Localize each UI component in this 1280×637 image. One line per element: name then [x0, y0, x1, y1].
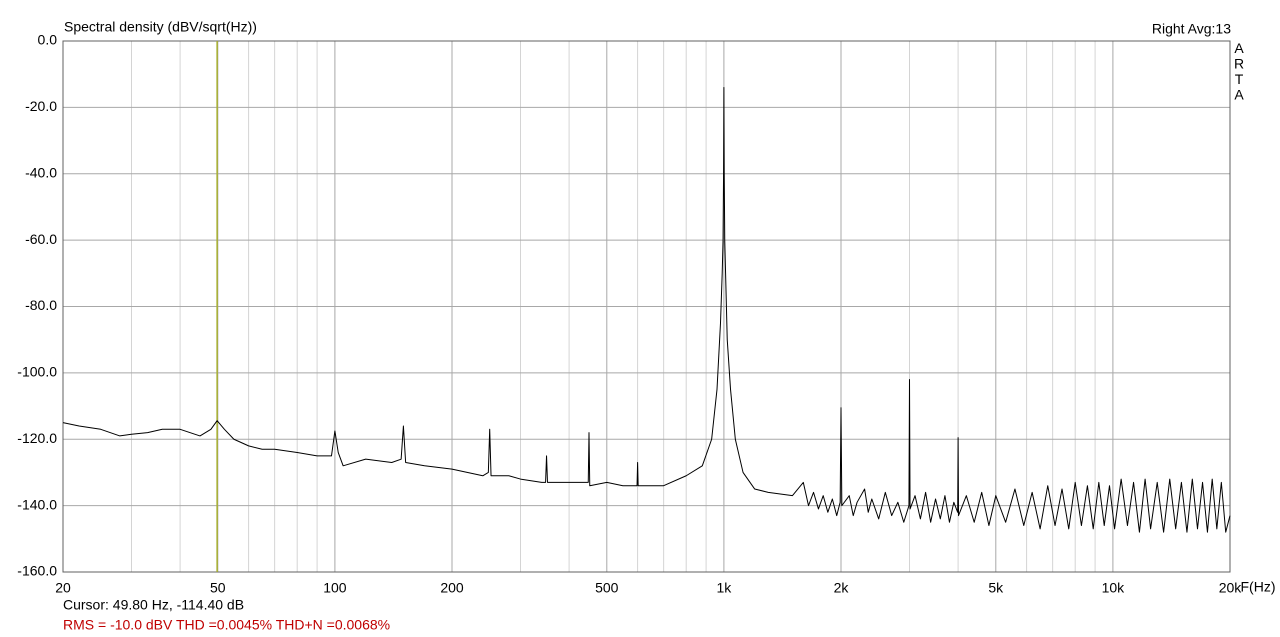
y-tick-label: -120.0: [17, 430, 57, 446]
x-tick-label: 5k: [988, 580, 1004, 596]
y-tick-label: -140.0: [17, 496, 57, 512]
y-tick-label: -160.0: [17, 563, 57, 579]
x-tick-label: 100: [323, 580, 347, 596]
y-tick-label: 0.0: [38, 32, 58, 48]
x-tick-label: 10k: [1102, 580, 1126, 596]
cursor-readout: Cursor: 49.80 Hz, -114.40 dB: [63, 597, 244, 613]
y-tick-label: -100.0: [17, 364, 57, 380]
x-tick-label: 50: [210, 580, 226, 596]
y-tick-label: -60.0: [25, 231, 57, 247]
y-tick-label: -80.0: [25, 297, 57, 313]
y-tick-label: -20.0: [25, 98, 57, 114]
plot-border: [62, 40, 1231, 573]
x-tick-label: 200: [440, 580, 464, 596]
y-tick-label: -40.0: [25, 164, 57, 180]
spectrum-line: [62, 86, 1231, 533]
channel-info: Right Avg:13: [1152, 21, 1231, 37]
chart-title: Spectral density (dBV/sqrt(Hz)): [64, 19, 257, 35]
x-tick-label: 500: [595, 580, 619, 596]
x-tick-label: 2k: [834, 580, 850, 596]
x-tick-label: 1k: [717, 580, 733, 596]
measurements: RMS = -10.0 dBV THD =0.0045% THD+N =0.00…: [63, 617, 390, 633]
x-axis-label: F(Hz): [1241, 579, 1276, 595]
x-tick-label: 20: [55, 580, 71, 596]
x-tick-label: 20k: [1219, 580, 1243, 596]
